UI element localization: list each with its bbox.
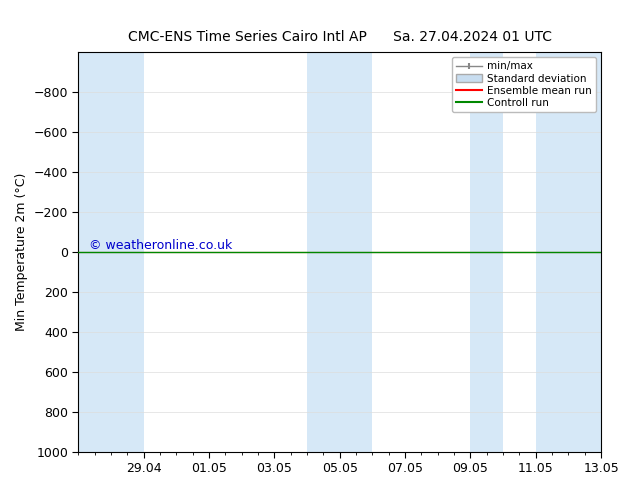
Bar <box>536 52 601 452</box>
Legend: min/max, Standard deviation, Ensemble mean run, Controll run: min/max, Standard deviation, Ensemble me… <box>451 57 596 112</box>
Bar <box>79 52 144 452</box>
Bar <box>470 52 503 452</box>
Y-axis label: Min Temperature 2m (°C): Min Temperature 2m (°C) <box>15 172 28 331</box>
Text: © weatheronline.co.uk: © weatheronline.co.uk <box>89 239 232 252</box>
Bar <box>307 52 372 452</box>
Title: CMC-ENS Time Series Cairo Intl AP      Sa. 27.04.2024 01 UTC: CMC-ENS Time Series Cairo Intl AP Sa. 27… <box>128 30 552 44</box>
